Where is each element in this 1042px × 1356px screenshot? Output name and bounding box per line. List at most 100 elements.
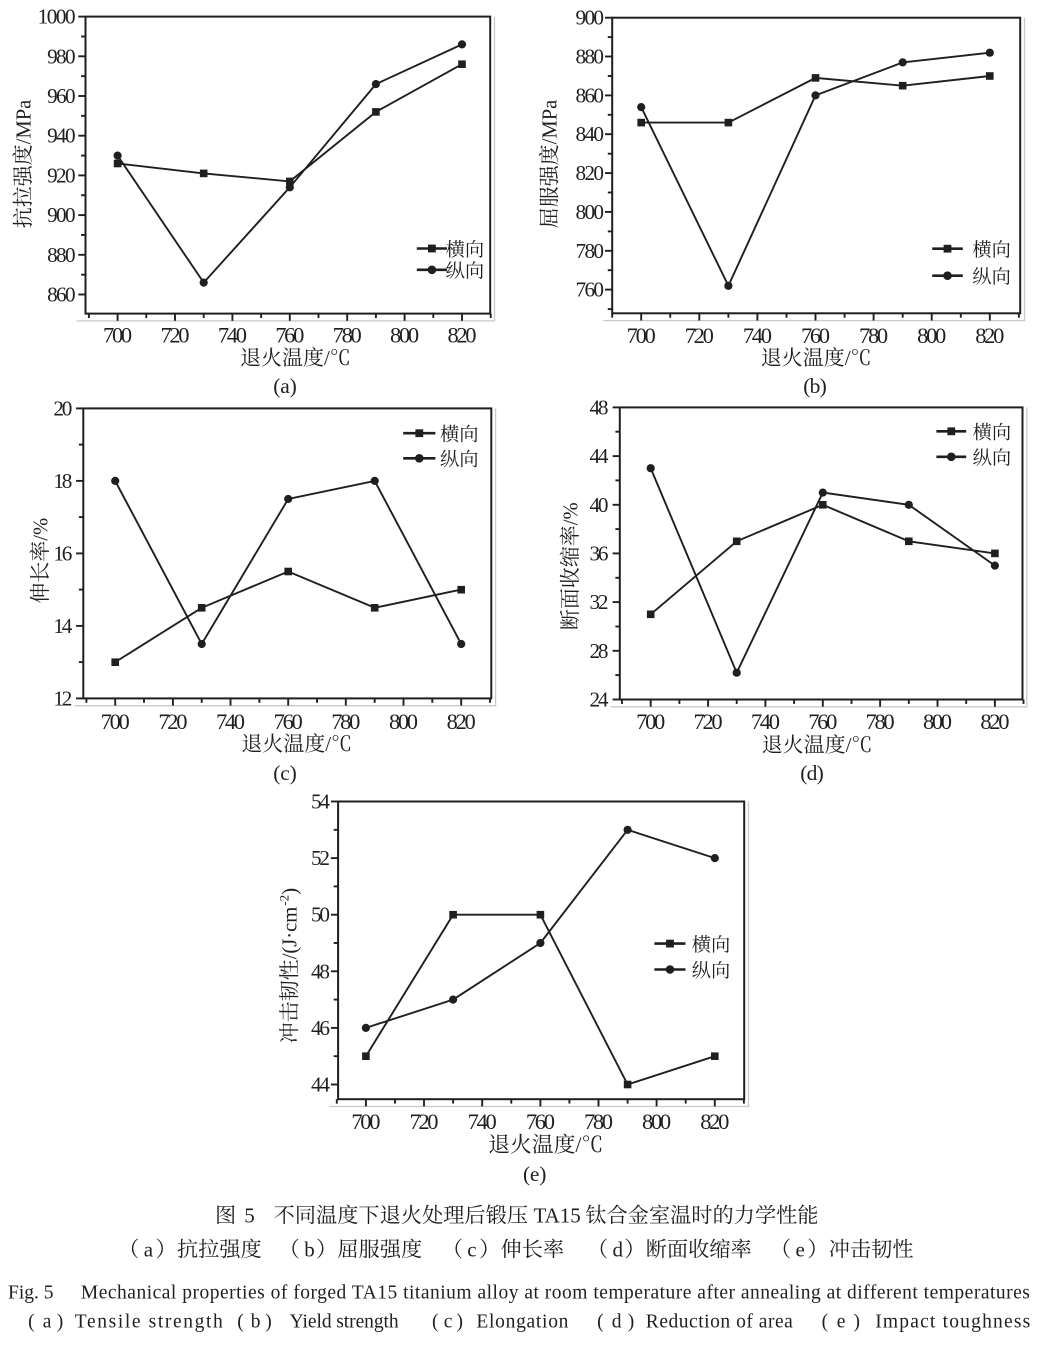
svg-text:/MPa: /MPa xyxy=(540,100,562,145)
svg-text:TA15: TA15 xyxy=(534,1204,581,1228)
svg-text:): ) xyxy=(628,1312,635,1333)
svg-text:b: b xyxy=(251,1312,261,1333)
svg-text:(: ( xyxy=(822,1312,829,1333)
svg-text:800: 800 xyxy=(642,1109,671,1134)
svg-text:700: 700 xyxy=(103,323,132,348)
svg-text:740: 740 xyxy=(216,709,245,734)
svg-text:780: 780 xyxy=(331,709,360,734)
svg-text:-2: -2 xyxy=(277,895,292,906)
svg-text:740: 740 xyxy=(743,323,772,348)
svg-text:780: 780 xyxy=(333,323,362,348)
svg-text:(a): (a) xyxy=(273,374,297,398)
svg-text:54: 54 xyxy=(311,790,330,814)
svg-text:760: 760 xyxy=(576,278,605,302)
svg-text:/: / xyxy=(325,732,331,756)
svg-text:/: / xyxy=(575,1133,582,1157)
svg-text:c: c xyxy=(467,1238,476,1262)
svg-text:820: 820 xyxy=(447,709,476,734)
svg-text:5: 5 xyxy=(244,1204,255,1228)
svg-text:): ) xyxy=(280,888,302,895)
svg-text:860: 860 xyxy=(576,83,605,107)
svg-text:14: 14 xyxy=(53,614,72,638)
svg-text:52: 52 xyxy=(311,846,330,870)
svg-text:18: 18 xyxy=(53,469,72,493)
svg-text:Reduction of area: Reduction of area xyxy=(646,1312,793,1333)
svg-text:960: 960 xyxy=(47,84,76,108)
svg-text:): ) xyxy=(457,1312,464,1333)
svg-text:800: 800 xyxy=(917,323,946,348)
svg-text:(: ( xyxy=(432,1312,439,1333)
svg-text:44: 44 xyxy=(590,444,609,468)
svg-text:/: / xyxy=(845,346,851,370)
svg-text:1000: 1000 xyxy=(38,5,76,29)
svg-text:Yield strength: Yield strength xyxy=(290,1312,399,1333)
svg-text:/%: /% xyxy=(30,518,52,541)
svg-text:980: 980 xyxy=(47,44,76,68)
svg-text:Impact toughness: Impact toughness xyxy=(875,1312,1030,1333)
svg-text:/MPa: /MPa xyxy=(13,100,35,145)
svg-text:): ) xyxy=(265,1312,272,1333)
svg-text:900: 900 xyxy=(47,203,76,227)
svg-text:d: d xyxy=(613,1238,624,1262)
svg-text:/%: /% xyxy=(560,502,582,525)
svg-text:(: ( xyxy=(237,1312,244,1333)
svg-text:32: 32 xyxy=(590,590,609,614)
svg-text:920: 920 xyxy=(47,163,76,187)
svg-text:940: 940 xyxy=(47,124,76,148)
svg-text:760: 760 xyxy=(801,323,830,348)
svg-text:720: 720 xyxy=(685,323,714,348)
svg-text:820: 820 xyxy=(975,323,1004,348)
svg-text:700: 700 xyxy=(351,1109,380,1134)
svg-text:800: 800 xyxy=(576,200,605,224)
svg-text:/(J·cm: /(J·cm xyxy=(280,907,302,960)
svg-text:800: 800 xyxy=(923,709,952,734)
svg-text:700: 700 xyxy=(627,323,656,348)
svg-text:(c): (c) xyxy=(273,761,297,785)
svg-text:720: 720 xyxy=(409,1109,438,1134)
svg-text:740: 740 xyxy=(751,709,780,734)
svg-text:760: 760 xyxy=(275,323,304,348)
svg-text:700: 700 xyxy=(101,709,130,734)
svg-text:): ) xyxy=(854,1312,861,1333)
svg-text:880: 880 xyxy=(576,45,605,69)
svg-text:840: 840 xyxy=(576,122,605,146)
svg-text:780: 780 xyxy=(584,1109,613,1134)
svg-text:/: / xyxy=(324,346,330,370)
svg-text:(: ( xyxy=(28,1312,34,1333)
svg-text:48: 48 xyxy=(311,959,330,983)
svg-text:c: c xyxy=(444,1312,453,1333)
svg-text:780: 780 xyxy=(576,239,605,263)
svg-text:a: a xyxy=(144,1238,154,1262)
svg-text:Elongation: Elongation xyxy=(476,1312,568,1333)
svg-text:44: 44 xyxy=(311,1073,330,1097)
svg-text:24: 24 xyxy=(590,688,609,712)
svg-text:12: 12 xyxy=(53,686,72,710)
svg-text:800: 800 xyxy=(390,323,419,348)
svg-text:Tensile strength: Tensile strength xyxy=(75,1312,223,1333)
svg-text:a: a xyxy=(43,1312,52,1333)
svg-text:740: 740 xyxy=(218,323,247,348)
svg-text:860: 860 xyxy=(47,283,76,307)
svg-text:40: 40 xyxy=(590,493,609,517)
svg-text:820: 820 xyxy=(447,323,476,348)
svg-text:700: 700 xyxy=(636,709,665,734)
svg-text:820: 820 xyxy=(980,709,1009,734)
svg-text:760: 760 xyxy=(274,709,303,734)
svg-text:46: 46 xyxy=(311,1016,330,1040)
svg-text:16: 16 xyxy=(53,541,72,565)
svg-text:d: d xyxy=(612,1312,622,1333)
svg-text:e: e xyxy=(796,1238,805,1262)
svg-text:820: 820 xyxy=(576,161,605,185)
svg-text:50: 50 xyxy=(311,903,330,927)
svg-text:900: 900 xyxy=(576,6,605,30)
svg-text:740: 740 xyxy=(468,1109,497,1134)
svg-text:e: e xyxy=(837,1312,846,1333)
svg-text:48: 48 xyxy=(590,395,609,419)
svg-text:780: 780 xyxy=(866,709,895,734)
svg-text:800: 800 xyxy=(389,709,418,734)
svg-text:(: ( xyxy=(597,1312,604,1333)
svg-text:Fig. 5: Fig. 5 xyxy=(8,1283,54,1304)
svg-text:(e): (e) xyxy=(523,1162,547,1186)
svg-text:760: 760 xyxy=(808,709,837,734)
svg-text:/: / xyxy=(846,733,852,757)
